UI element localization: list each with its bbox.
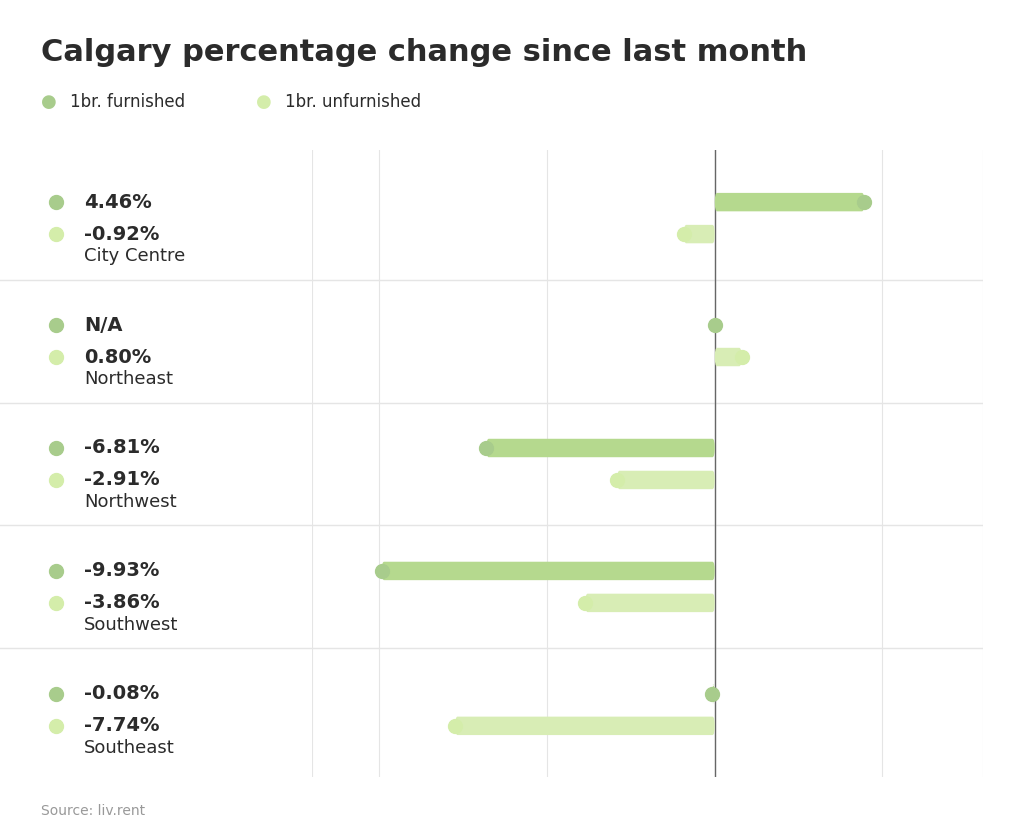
Text: ●: ● (256, 93, 271, 111)
Text: -9.93%: -9.93% (84, 562, 160, 580)
Text: -7.74%: -7.74% (84, 716, 160, 736)
Text: Southeast: Southeast (84, 739, 175, 757)
Text: 4.46%: 4.46% (84, 192, 153, 212)
Text: Source: liv.rent: Source: liv.rent (41, 803, 145, 818)
FancyBboxPatch shape (486, 439, 715, 457)
FancyBboxPatch shape (617, 471, 715, 489)
FancyBboxPatch shape (715, 193, 864, 212)
Text: City Centre: City Centre (84, 247, 185, 265)
Text: -6.81%: -6.81% (84, 439, 160, 457)
Text: 1br. unfurnished: 1br. unfurnished (285, 93, 421, 111)
Text: -3.86%: -3.86% (84, 594, 160, 613)
FancyBboxPatch shape (382, 562, 715, 580)
Text: 1br. furnished: 1br. furnished (70, 93, 184, 111)
Text: -0.92%: -0.92% (84, 225, 160, 243)
FancyBboxPatch shape (586, 594, 715, 612)
Text: -0.08%: -0.08% (84, 685, 160, 703)
Text: ●: ● (41, 93, 56, 111)
FancyBboxPatch shape (684, 225, 715, 243)
Text: Southwest: Southwest (84, 616, 179, 634)
Text: Calgary percentage change since last month: Calgary percentage change since last mon… (41, 38, 807, 67)
Text: Northeast: Northeast (84, 370, 173, 388)
Text: 0.80%: 0.80% (84, 348, 152, 366)
Text: Northwest: Northwest (84, 493, 177, 511)
Text: N/A: N/A (84, 315, 123, 334)
FancyBboxPatch shape (456, 716, 715, 735)
Text: -2.91%: -2.91% (84, 471, 160, 489)
FancyBboxPatch shape (712, 685, 715, 703)
FancyBboxPatch shape (715, 348, 741, 366)
